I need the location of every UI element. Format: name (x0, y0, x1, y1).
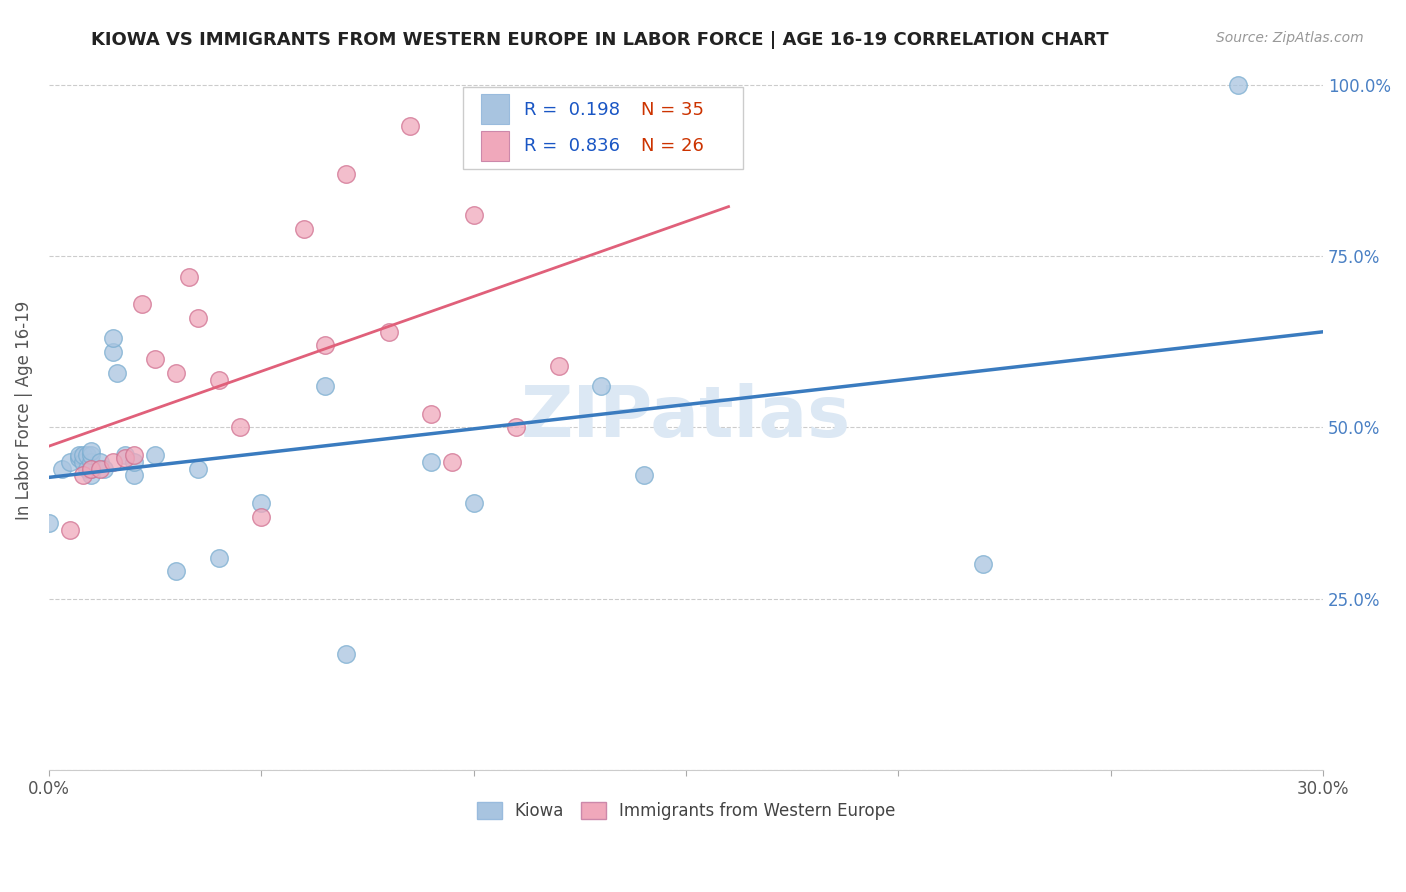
Point (122, 455, 145, 469)
Point (76, 461, 98, 475)
Point (143, 448, 166, 462)
Point (80, 468, 103, 483)
Point (101, 455, 124, 469)
Point (38, 516, 60, 531)
Point (114, 451, 136, 466)
Text: R =  0.198: R = 0.198 (524, 101, 620, 119)
Text: R =  0.836: R = 0.836 (524, 137, 620, 155)
Point (187, 461, 209, 475)
Point (80, 461, 103, 475)
Point (399, 119, 422, 133)
FancyBboxPatch shape (463, 87, 744, 169)
Point (101, 345, 124, 359)
Point (76, 448, 98, 462)
Legend: Kiowa, Immigrants from Western Europe: Kiowa, Immigrants from Western Europe (470, 795, 903, 826)
Point (89, 461, 111, 475)
Point (80, 461, 103, 475)
Point (505, 420, 527, 434)
Point (420, 407, 443, 421)
Point (208, 550, 231, 565)
Point (165, 366, 187, 380)
Point (131, 297, 153, 311)
Point (80, 455, 103, 469)
Text: N = 26: N = 26 (641, 137, 704, 155)
Point (463, 496, 485, 510)
Text: KIOWA VS IMMIGRANTS FROM WESTERN EUROPE IN LABOR FORCE | AGE 16-19 CORRELATION C: KIOWA VS IMMIGRANTS FROM WESTERN EUROPE … (91, 31, 1109, 49)
Point (1227, 78, 1250, 92)
Point (72, 468, 94, 483)
Point (114, 448, 136, 462)
Point (72, 455, 94, 469)
Point (972, 558, 994, 572)
Point (122, 468, 145, 483)
Point (93, 461, 115, 475)
Text: Source: ZipAtlas.com: Source: ZipAtlas.com (1216, 31, 1364, 45)
Point (179, 269, 201, 284)
Point (59, 523, 82, 537)
Point (143, 351, 166, 366)
Point (675, 146, 697, 161)
Point (420, 455, 443, 469)
Point (105, 366, 128, 380)
Point (80, 448, 103, 462)
Point (67, 451, 90, 466)
Point (80, 444, 103, 458)
Point (547, 359, 569, 373)
Point (335, 647, 357, 661)
Point (187, 310, 209, 325)
Point (377, 325, 399, 339)
Y-axis label: In Labor Force | Age 16-19: In Labor Force | Age 16-19 (15, 301, 32, 520)
Point (229, 420, 252, 434)
Point (72, 448, 94, 462)
Point (335, 167, 357, 181)
Point (165, 565, 187, 579)
Point (591, 379, 613, 393)
Point (314, 379, 336, 393)
Point (59, 455, 82, 469)
Point (292, 221, 315, 235)
Point (463, 208, 485, 222)
Point (250, 496, 273, 510)
Point (441, 455, 464, 469)
Point (314, 338, 336, 352)
Text: N = 35: N = 35 (641, 101, 704, 119)
Point (122, 448, 145, 462)
Point (250, 509, 273, 524)
Point (67, 448, 90, 462)
Point (51, 461, 73, 475)
Bar (481, 130, 509, 161)
Text: ZIPatlas: ZIPatlas (522, 383, 851, 452)
Point (101, 331, 124, 345)
Bar (481, 94, 509, 124)
Point (89, 455, 111, 469)
Point (633, 468, 655, 483)
Point (208, 372, 231, 386)
